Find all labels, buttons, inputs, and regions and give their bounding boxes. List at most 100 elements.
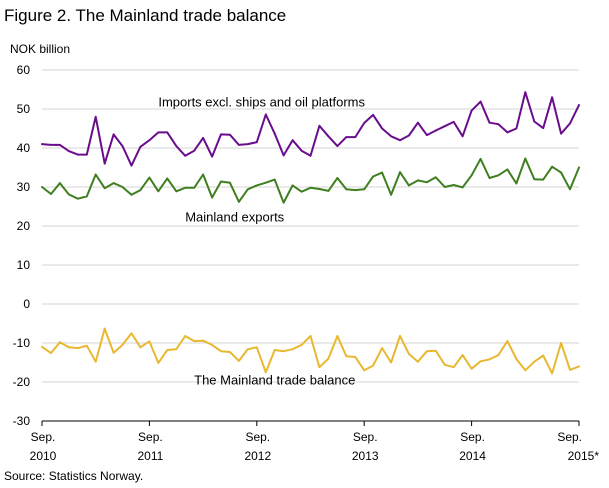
data-point xyxy=(408,134,410,137)
data-point xyxy=(327,190,330,192)
data-point xyxy=(157,190,160,193)
data-point xyxy=(524,369,527,372)
data-point xyxy=(569,369,571,371)
data-point xyxy=(229,133,231,136)
data-point xyxy=(166,349,169,351)
data-point xyxy=(282,154,285,157)
series-annotation: The Mainland trade balance xyxy=(194,372,355,387)
data-point xyxy=(264,371,267,374)
y-tick-label: 30 xyxy=(17,180,31,194)
y-tick-label: -10 xyxy=(13,336,31,350)
data-point xyxy=(202,173,205,176)
data-point xyxy=(85,153,88,156)
data-point xyxy=(542,127,545,130)
data-point xyxy=(569,122,571,125)
data-point xyxy=(273,132,276,135)
data-point xyxy=(372,364,375,367)
data-point xyxy=(569,188,571,191)
data-point xyxy=(425,134,428,137)
data-point xyxy=(515,358,518,360)
data-point xyxy=(166,177,169,180)
y-axis-label: NOK billion xyxy=(10,42,70,56)
data-point xyxy=(94,360,97,363)
data-point xyxy=(41,143,43,146)
data-point xyxy=(238,200,240,203)
data-point xyxy=(318,124,321,127)
data-point xyxy=(327,135,330,138)
data-point xyxy=(193,149,196,152)
data-point xyxy=(345,136,348,138)
data-point xyxy=(533,360,536,363)
data-point xyxy=(238,143,240,146)
data-point xyxy=(399,335,401,337)
data-point xyxy=(282,201,285,204)
data-point xyxy=(408,184,410,187)
data-point xyxy=(103,327,106,330)
data-point xyxy=(112,182,115,185)
data-point xyxy=(76,197,79,200)
data-point xyxy=(542,354,545,357)
data-point xyxy=(112,351,115,354)
data-point xyxy=(291,139,294,142)
data-point xyxy=(578,365,580,368)
data-point xyxy=(246,143,249,146)
data-point xyxy=(121,344,124,346)
data-point xyxy=(542,178,545,181)
series-line xyxy=(41,157,580,204)
data-point xyxy=(148,340,151,343)
data-point xyxy=(166,131,169,134)
data-point xyxy=(41,186,43,188)
data-point xyxy=(488,177,491,179)
data-point xyxy=(470,109,473,112)
data-point xyxy=(139,189,142,192)
series-lines xyxy=(41,91,580,375)
data-point xyxy=(443,125,446,128)
data-point xyxy=(363,188,366,191)
data-point xyxy=(381,127,383,130)
series-2 xyxy=(41,327,580,375)
data-point xyxy=(67,346,70,349)
data-point xyxy=(255,184,258,187)
x-tick-year: 2010 xyxy=(30,449,57,463)
data-point xyxy=(479,100,482,103)
data-point xyxy=(381,171,383,174)
data-point xyxy=(560,342,562,344)
data-point xyxy=(238,360,240,362)
y-tick-label: 20 xyxy=(17,219,31,233)
data-point xyxy=(425,350,428,353)
data-point xyxy=(372,113,375,116)
data-point xyxy=(479,158,482,160)
y-tick-label: 0 xyxy=(23,297,30,311)
data-point xyxy=(345,188,348,191)
x-tick-year: 2015* xyxy=(568,449,600,463)
data-point xyxy=(434,349,437,352)
data-point xyxy=(318,366,321,369)
data-point xyxy=(390,361,392,364)
data-point xyxy=(139,145,142,148)
data-point xyxy=(175,348,178,351)
y-tick-label: -20 xyxy=(13,375,31,389)
data-point xyxy=(148,139,151,142)
data-point xyxy=(121,186,124,188)
x-tick-month: Sep. xyxy=(31,430,56,444)
data-point xyxy=(345,355,348,358)
data-point xyxy=(425,181,428,184)
data-point xyxy=(121,145,124,147)
data-point xyxy=(488,121,491,124)
data-point xyxy=(193,340,196,342)
series-0 xyxy=(41,91,580,167)
data-point xyxy=(300,149,303,152)
data-point xyxy=(59,143,61,146)
data-point xyxy=(211,344,213,346)
data-point xyxy=(443,363,446,366)
x-axis-ticks: Sep. 2010 Sep. 2011 Sep. 2012 Sep. 2013 Sep. 2014… xyxy=(30,421,600,463)
x-tick-month: Sep. xyxy=(138,430,163,444)
x-tick-year: 2014 xyxy=(459,449,486,463)
data-point xyxy=(551,165,554,168)
data-point xyxy=(85,195,88,198)
data-point xyxy=(443,186,446,188)
chart-title: Figure 2. The Mainland trade balance xyxy=(4,6,287,25)
data-point xyxy=(309,154,312,157)
data-point xyxy=(524,91,527,94)
data-point xyxy=(533,120,536,123)
